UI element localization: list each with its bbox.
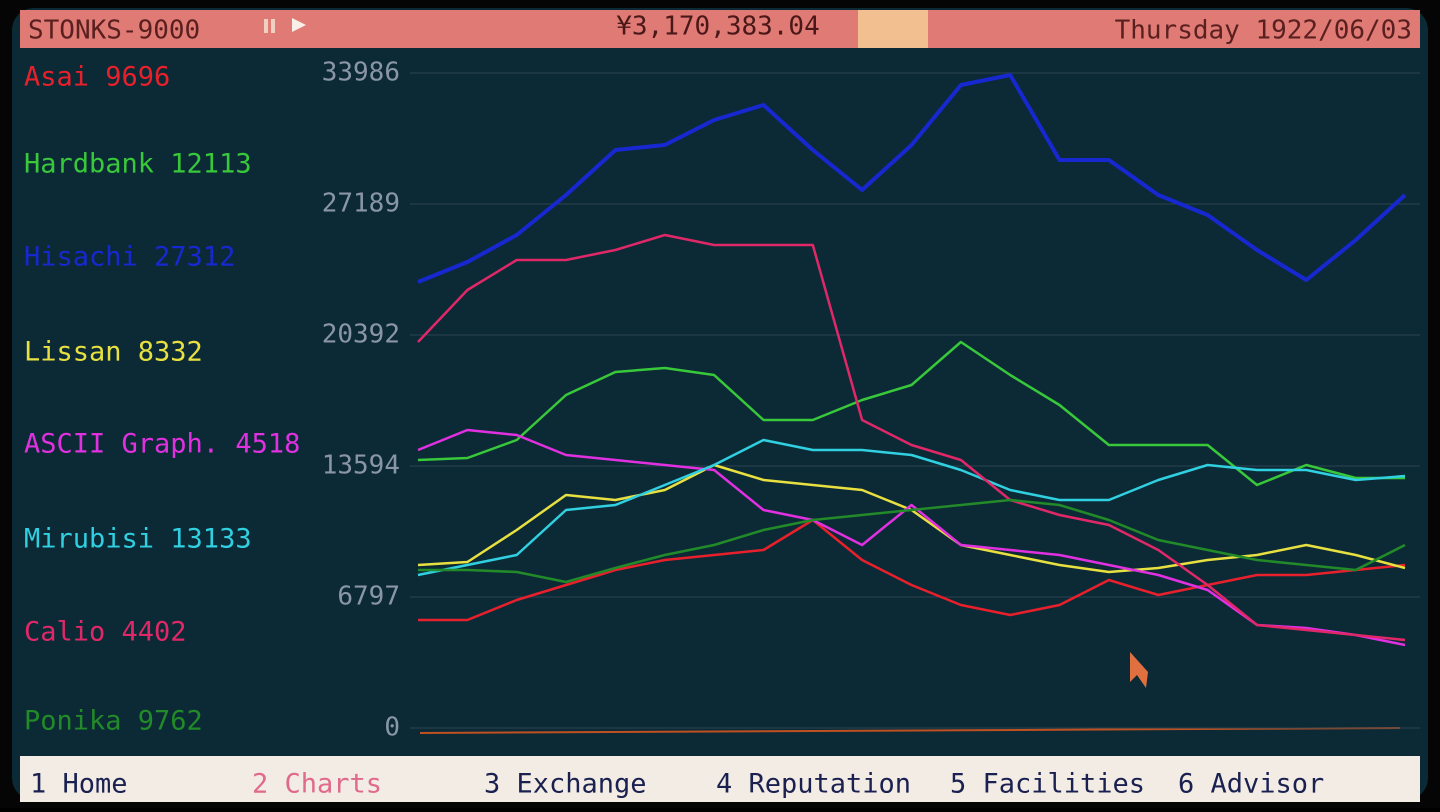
series-line — [417, 438, 1406, 577]
crt — [12, 8, 1428, 800]
y-tick-label: 13594 — [322, 451, 400, 481]
app-title: STONKS-9000 — [28, 16, 200, 46]
series-line — [418, 518, 1406, 622]
legend-entry: Hardbank 12113 — [24, 149, 252, 180]
cursor — [1130, 652, 1148, 688]
series-line — [418, 498, 1406, 584]
header-bar — [20, 10, 1420, 48]
series-line — [417, 233, 1406, 642]
nav-tab[interactable]: 4 Reputation — [716, 769, 911, 800]
legend-entry: Ponika 9762 — [24, 706, 203, 737]
series-line — [417, 73, 1407, 284]
footer-bar — [20, 756, 1420, 802]
series-line — [417, 428, 1406, 647]
y-tick-label: 27189 — [322, 188, 400, 218]
y-tick-label: 33986 — [322, 58, 400, 88]
nav-tab[interactable]: 5 Facilities — [950, 769, 1145, 800]
y-tick-label: 0 — [384, 713, 400, 743]
legend-entry: Calio 4402 — [24, 617, 187, 648]
pause-icon[interactable] — [271, 19, 275, 33]
y-tick-label: 20392 — [322, 319, 400, 349]
nav-tab[interactable]: 2 Charts — [252, 769, 382, 800]
date: Thursday 1922/06/03 — [1115, 16, 1412, 46]
tabs: 1 Home 2 Charts 3 Exchange 4 Reputation 5 Fa… — [30, 769, 1324, 800]
balance: ¥3,170,383.04 — [616, 12, 820, 42]
legend-entry: Mirubisi 13133 — [24, 524, 252, 555]
legend-entry: ASCII Graph. 4518 — [24, 429, 300, 460]
legend-entry: Asai 9696 — [24, 62, 170, 93]
nav-tab[interactable]: 1 Home — [30, 769, 128, 800]
series-line — [417, 340, 1405, 487]
baseline — [419, 727, 1401, 734]
nav-tab[interactable]: 3 Exchange — [484, 769, 647, 800]
legend-entry: Hisachi 27312 — [24, 242, 235, 273]
play-icon[interactable] — [292, 18, 306, 32]
nav-tab[interactable]: 6 Advisor — [1178, 769, 1324, 800]
legend-entry: Lissan 8332 — [24, 337, 203, 368]
pause-icon[interactable] — [264, 19, 268, 33]
y-tick-label: 6797 — [337, 582, 400, 612]
progress — [858, 10, 928, 48]
